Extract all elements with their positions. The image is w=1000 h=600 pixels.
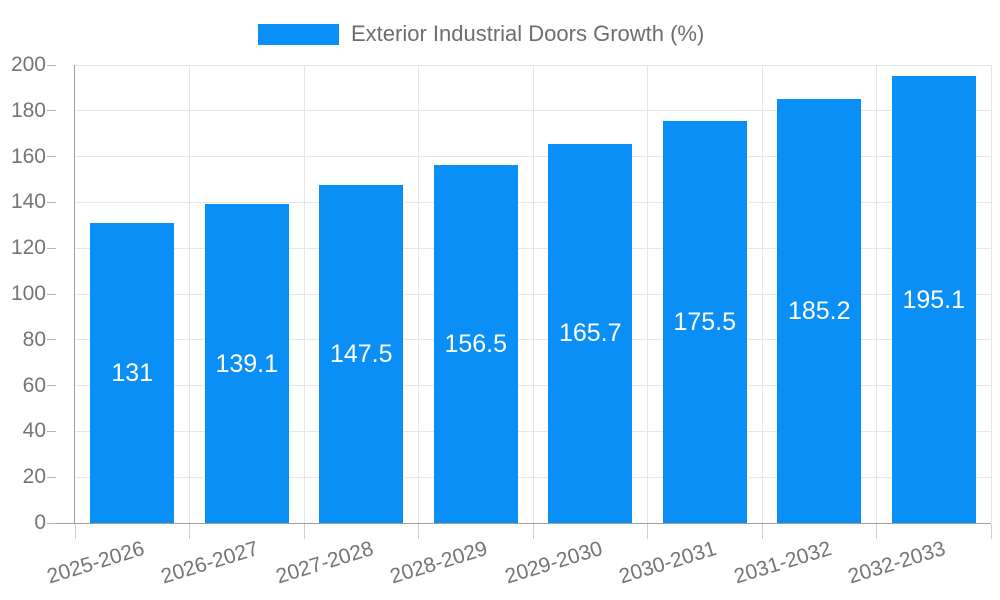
grid-line-vertical xyxy=(990,65,992,523)
grid-line-vertical xyxy=(761,65,763,523)
y-axis-label: 160 xyxy=(10,144,46,168)
y-axis-tick xyxy=(47,339,56,341)
grid-line-vertical xyxy=(532,65,534,523)
x-axis-tick xyxy=(532,524,534,539)
y-axis-tick xyxy=(47,385,56,387)
bar[interactable] xyxy=(662,121,747,523)
bar[interactable] xyxy=(204,204,289,523)
bar-value-label: 156.5 xyxy=(444,329,508,358)
x-axis-tick xyxy=(189,524,190,539)
bar[interactable] xyxy=(891,76,976,523)
x-axis-label: 2031-2032 xyxy=(731,537,834,589)
x-axis-label: 2029-2030 xyxy=(502,537,605,589)
bar-value-label: 131 xyxy=(111,359,154,387)
grid-line-vertical xyxy=(418,65,419,523)
y-axis-label: 120 xyxy=(10,236,46,260)
y-axis-tick xyxy=(47,201,56,203)
y-axis-tick xyxy=(47,64,56,66)
x-axis-tick xyxy=(303,524,305,539)
x-axis-tick xyxy=(876,524,877,539)
x-axis-label: 2032-2033 xyxy=(845,537,949,589)
bar-value-label: 165.7 xyxy=(558,319,622,348)
bar[interactable] xyxy=(90,223,175,523)
y-axis-tick xyxy=(47,156,56,158)
grid-line-vertical xyxy=(647,65,648,523)
x-axis-tick xyxy=(74,524,76,539)
x-axis-label: 2028-2029 xyxy=(387,537,491,589)
y-axis-tick xyxy=(47,430,56,432)
bar[interactable] xyxy=(548,143,633,523)
y-axis-label: 20 xyxy=(22,465,46,489)
x-axis-label: 2030-2031 xyxy=(616,537,720,589)
bar-value-label: 139.1 xyxy=(215,349,279,378)
y-axis-tick xyxy=(47,110,56,112)
y-axis-label: 60 xyxy=(22,373,46,397)
x-axis-label: 2027-2028 xyxy=(273,537,376,589)
y-axis-label: 180 xyxy=(10,98,46,122)
y-axis-label: 0 xyxy=(34,511,46,534)
x-axis-label: 2025-2026 xyxy=(44,537,147,589)
bar[interactable] xyxy=(777,98,862,523)
bar[interactable] xyxy=(433,164,518,523)
x-axis-line xyxy=(56,523,991,524)
legend[interactable]: Exterior Industrial Doors Growth (%) xyxy=(258,21,704,47)
y-axis-label: 80 xyxy=(22,327,46,351)
legend-label: Exterior Industrial Doors Growth (%) xyxy=(351,21,705,46)
grid-line-vertical xyxy=(189,65,190,523)
grid-line-vertical xyxy=(303,65,305,523)
x-axis-tick xyxy=(761,524,763,539)
y-axis-label: 100 xyxy=(10,282,46,305)
x-axis-label: 2026-2027 xyxy=(158,537,262,589)
y-axis-tick xyxy=(47,522,56,524)
bar-value-label: 195.1 xyxy=(902,285,966,314)
x-axis-tick xyxy=(647,524,648,539)
y-axis-label: 40 xyxy=(22,419,46,443)
y-axis-tick xyxy=(47,476,56,478)
bar-value-label: 147.5 xyxy=(329,340,393,369)
y-axis-line xyxy=(74,65,75,524)
y-axis-tick xyxy=(47,293,56,295)
y-axis-label: 140 xyxy=(10,190,46,214)
bar[interactable] xyxy=(319,185,404,523)
legend-swatch xyxy=(258,23,339,45)
bar-value-label: 185.2 xyxy=(787,296,851,325)
y-axis-label: 200 xyxy=(10,53,46,76)
y-axis-tick xyxy=(47,247,56,249)
x-axis-tick xyxy=(418,524,419,539)
x-axis-tick xyxy=(990,524,992,539)
bar-value-label: 175.5 xyxy=(673,308,737,337)
grid-line-vertical xyxy=(876,65,877,523)
